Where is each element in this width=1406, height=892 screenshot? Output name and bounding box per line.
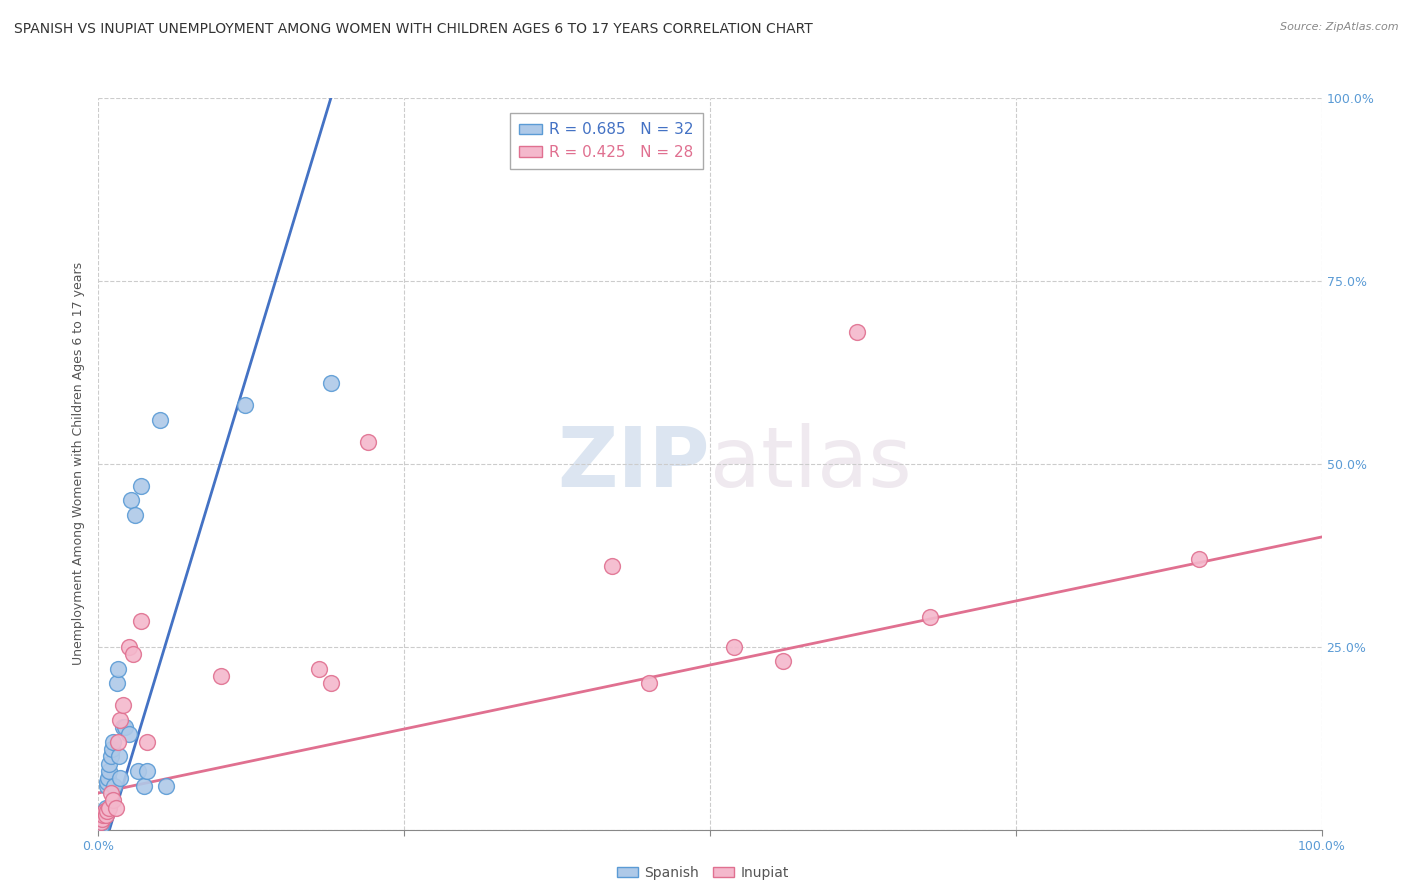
Point [91,812,114,826]
Point [845,325,868,339]
Point [319,376,342,391]
Point [209,669,232,683]
Point [97,772,120,786]
Point [108,749,131,764]
Point [1188,552,1211,566]
Point [723,640,745,654]
Point [120,493,142,508]
Point [118,640,141,654]
Legend: R = 0.685   N = 32, R = 0.425   N = 28: R = 0.685 N = 32, R = 0.425 N = 28 [510,113,703,169]
Point [94,808,117,822]
Text: atlas: atlas [710,424,911,504]
Point [308,662,330,676]
Point [772,654,794,668]
Y-axis label: Unemployment Among Women with Children Ages 6 to 17 years: Unemployment Among Women with Children A… [72,262,86,665]
Point [127,764,149,778]
Point [129,614,152,628]
Point [94,800,117,814]
Point [114,720,136,734]
Point [110,772,132,786]
Point [319,676,342,690]
Point [129,479,152,493]
Point [103,779,125,793]
Point [93,808,115,822]
Point [100,786,122,800]
Point [96,775,118,789]
Point [90,815,112,830]
Point [118,727,141,741]
Point [91,815,114,830]
Point [121,647,143,661]
Point [104,800,127,814]
Point [93,805,115,819]
Point [155,779,177,793]
Point [91,812,114,826]
Point [920,610,942,624]
Point [98,764,121,778]
Point [107,735,129,749]
Point [111,698,134,713]
Point [93,805,115,819]
Point [600,559,623,574]
Point [233,398,256,412]
Legend: Spanish, Inupiat: Spanish, Inupiat [612,860,794,885]
Text: Source: ZipAtlas.com: Source: ZipAtlas.com [1281,22,1399,32]
Point [136,764,159,778]
Point [98,756,121,771]
Point [100,749,122,764]
Text: SPANISH VS INUPIAT UNEMPLOYMENT AMONG WOMEN WITH CHILDREN AGES 6 TO 17 YEARS COR: SPANISH VS INUPIAT UNEMPLOYMENT AMONG WO… [14,22,813,37]
Point [149,413,172,427]
Point [110,713,132,727]
Point [132,779,155,793]
Point [98,800,121,814]
Point [101,742,124,756]
Text: ZIP: ZIP [558,424,710,504]
Point [91,808,114,822]
Point [356,434,378,449]
Point [96,805,118,819]
Point [101,735,124,749]
Point [96,779,118,793]
Point [638,676,661,690]
Point [124,508,146,522]
Point [105,676,128,690]
Point [101,793,124,807]
Point [136,735,159,749]
Point [111,720,134,734]
Point [107,662,129,676]
Point [90,819,112,833]
